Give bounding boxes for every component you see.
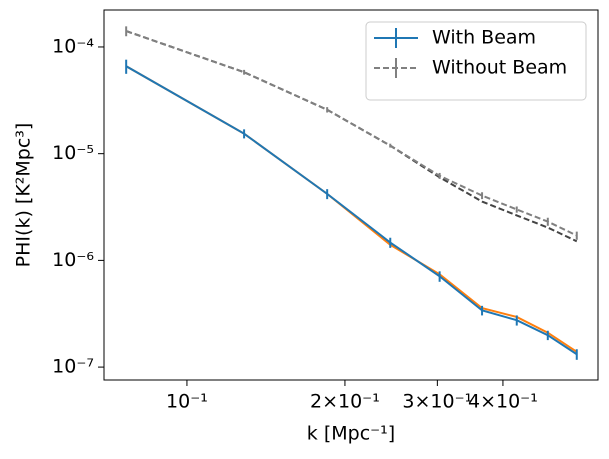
y-tick-label: 10⁻⁷ [52, 356, 94, 378]
legend-label: With Beam [432, 27, 536, 49]
x-tick-label: 10⁻¹ [166, 391, 208, 413]
x-tick-label: 2×10⁻¹ [310, 391, 380, 413]
y-axis-label: PHI(k) [K²Mpc³] [13, 123, 35, 268]
legend-label: Without Beam [432, 57, 567, 79]
series-line [125, 65, 578, 356]
y-tick-label: 10⁻⁴ [52, 35, 94, 57]
x-tick-label: 4×10⁻¹ [468, 391, 538, 413]
x-axis-label: k [Mpc⁻¹] [307, 423, 395, 445]
y-tick-label: 10⁻⁵ [52, 142, 94, 164]
plot-frame [103, 9, 599, 381]
y-tick-label: 10⁻⁶ [52, 249, 94, 271]
x-tick-label: 3×10⁻¹ [402, 391, 472, 413]
series-line [125, 65, 578, 353]
legend-box [365, 21, 587, 101]
